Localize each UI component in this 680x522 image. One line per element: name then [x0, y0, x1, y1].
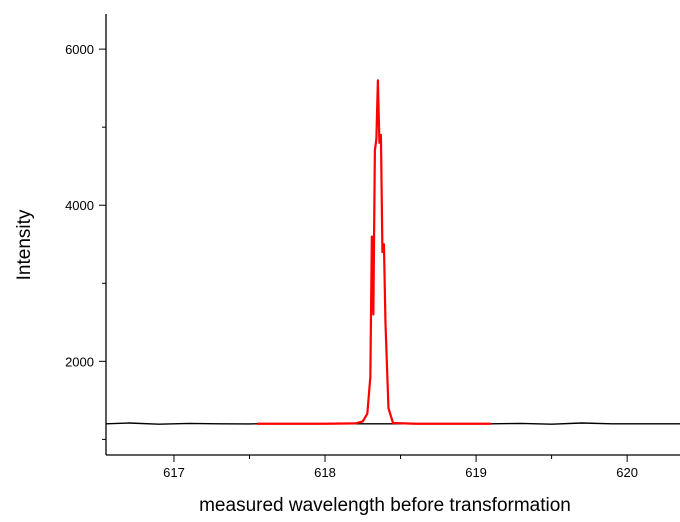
y-tick-label: 6000: [65, 42, 94, 57]
x-axis-title: measured wavelength before transformatio…: [199, 495, 571, 516]
y-tick-label: 4000: [65, 198, 94, 213]
ticks-layer: 2000 4000 6000 617 618 619 620: [65, 42, 638, 480]
series-line-1: [105, 422, 680, 425]
x-tick-label: 618: [314, 465, 336, 480]
axes-frame: [105, 14, 680, 456]
series-line-2: [257, 79, 492, 425]
x-tick-label: 620: [616, 465, 638, 480]
y-tick-label: 2000: [65, 354, 94, 369]
x-tick-label: 617: [163, 465, 185, 480]
x-tick-label: 619: [465, 465, 487, 480]
y-axis-title: Intensity: [14, 209, 35, 280]
series-layer: [105, 79, 680, 425]
